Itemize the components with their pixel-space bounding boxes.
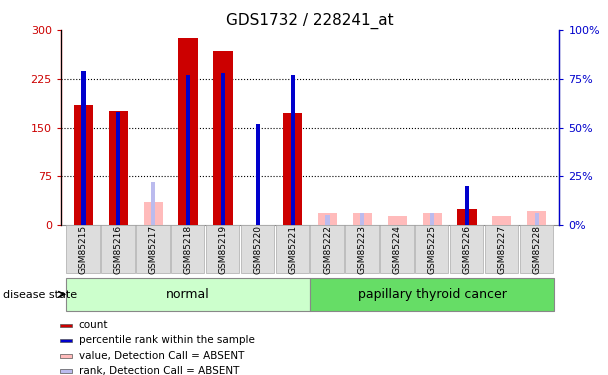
Bar	[527, 211, 546, 225]
Bar	[143, 202, 163, 225]
FancyBboxPatch shape	[206, 225, 240, 273]
Text: GSM85226: GSM85226	[463, 225, 471, 274]
Bar	[213, 51, 232, 225]
Bar	[388, 216, 407, 225]
Bar	[151, 182, 155, 225]
Bar	[109, 111, 128, 225]
FancyBboxPatch shape	[380, 225, 413, 273]
Bar	[74, 105, 93, 225]
Bar	[534, 213, 539, 225]
Bar	[256, 124, 260, 225]
Bar	[325, 215, 330, 225]
Bar	[60, 339, 72, 342]
Text: GSM85224: GSM85224	[393, 225, 402, 274]
Bar	[465, 186, 469, 225]
FancyBboxPatch shape	[345, 225, 379, 273]
Text: GSM85223: GSM85223	[358, 225, 367, 274]
Text: value, Detection Call = ABSENT: value, Detection Call = ABSENT	[79, 351, 244, 360]
Bar	[221, 73, 225, 225]
Text: normal: normal	[166, 288, 210, 301]
FancyBboxPatch shape	[520, 225, 553, 273]
Bar	[318, 213, 337, 225]
Bar	[116, 112, 120, 225]
Bar	[291, 75, 295, 225]
Text: GSM85215: GSM85215	[79, 225, 88, 274]
Text: papillary thyroid cancer: papillary thyroid cancer	[358, 288, 506, 301]
Text: GSM85221: GSM85221	[288, 225, 297, 274]
Text: GSM85217: GSM85217	[149, 225, 157, 274]
Text: GSM85227: GSM85227	[497, 225, 506, 274]
FancyBboxPatch shape	[66, 225, 100, 273]
Bar	[60, 324, 72, 327]
Text: GSM85225: GSM85225	[427, 225, 437, 274]
Text: percentile rank within the sample: percentile rank within the sample	[79, 335, 255, 345]
FancyBboxPatch shape	[311, 225, 344, 273]
FancyBboxPatch shape	[450, 225, 483, 273]
FancyBboxPatch shape	[66, 278, 310, 311]
Bar	[283, 113, 302, 225]
Bar	[361, 213, 364, 225]
Text: count: count	[79, 320, 108, 330]
Bar	[457, 209, 477, 225]
Bar	[81, 71, 86, 225]
Title: GDS1732 / 228241_at: GDS1732 / 228241_at	[226, 12, 394, 28]
Text: GSM85219: GSM85219	[218, 225, 227, 274]
FancyBboxPatch shape	[241, 225, 274, 273]
Bar	[423, 213, 441, 225]
FancyBboxPatch shape	[136, 225, 170, 273]
Bar	[186, 75, 190, 225]
Text: GSM85216: GSM85216	[114, 225, 123, 274]
Bar	[430, 213, 434, 225]
Text: GSM85222: GSM85222	[323, 225, 332, 274]
FancyBboxPatch shape	[310, 278, 554, 311]
Text: rank, Detection Call = ABSENT: rank, Detection Call = ABSENT	[79, 366, 239, 375]
FancyBboxPatch shape	[102, 225, 135, 273]
Bar	[179, 39, 198, 225]
Bar	[492, 216, 511, 225]
Text: GSM85220: GSM85220	[254, 225, 262, 274]
Text: disease state: disease state	[3, 291, 77, 300]
Text: GSM85218: GSM85218	[184, 225, 193, 274]
Bar	[353, 213, 372, 225]
Text: GSM85228: GSM85228	[532, 225, 541, 274]
FancyBboxPatch shape	[171, 225, 204, 273]
Bar	[60, 354, 72, 358]
FancyBboxPatch shape	[275, 225, 309, 273]
FancyBboxPatch shape	[415, 225, 449, 273]
Bar	[60, 369, 72, 373]
FancyBboxPatch shape	[485, 225, 518, 273]
